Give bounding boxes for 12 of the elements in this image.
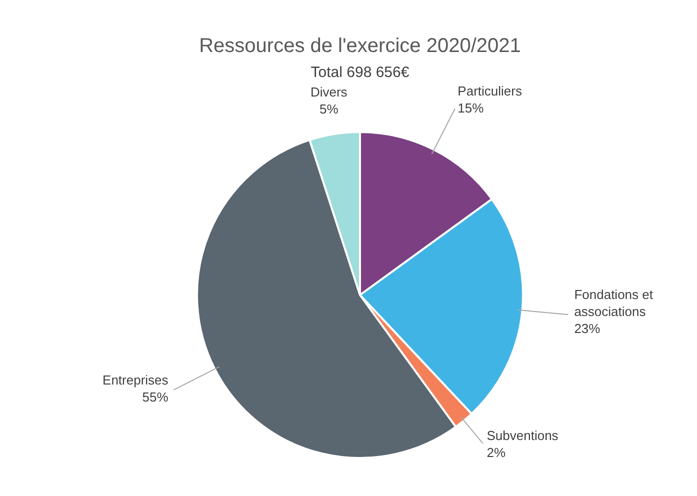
data-label: 23% bbox=[574, 321, 601, 336]
data-label: 55% bbox=[142, 390, 169, 405]
slice-label: Particuliers bbox=[458, 83, 522, 98]
chart-subtitle: Total 698 656€ bbox=[310, 64, 410, 81]
slice-label: Entreprises bbox=[102, 372, 169, 388]
data-label: 2% bbox=[486, 445, 506, 460]
slice-label: Fondations et associations bbox=[574, 287, 654, 320]
slice-label: Divers bbox=[310, 84, 348, 100]
data-label: 15% bbox=[458, 100, 484, 116]
slice-label: Subventions bbox=[486, 428, 559, 444]
chart-title: Ressources de l'exercice 2020/2021 bbox=[199, 35, 521, 57]
data-label: 5% bbox=[319, 102, 339, 117]
